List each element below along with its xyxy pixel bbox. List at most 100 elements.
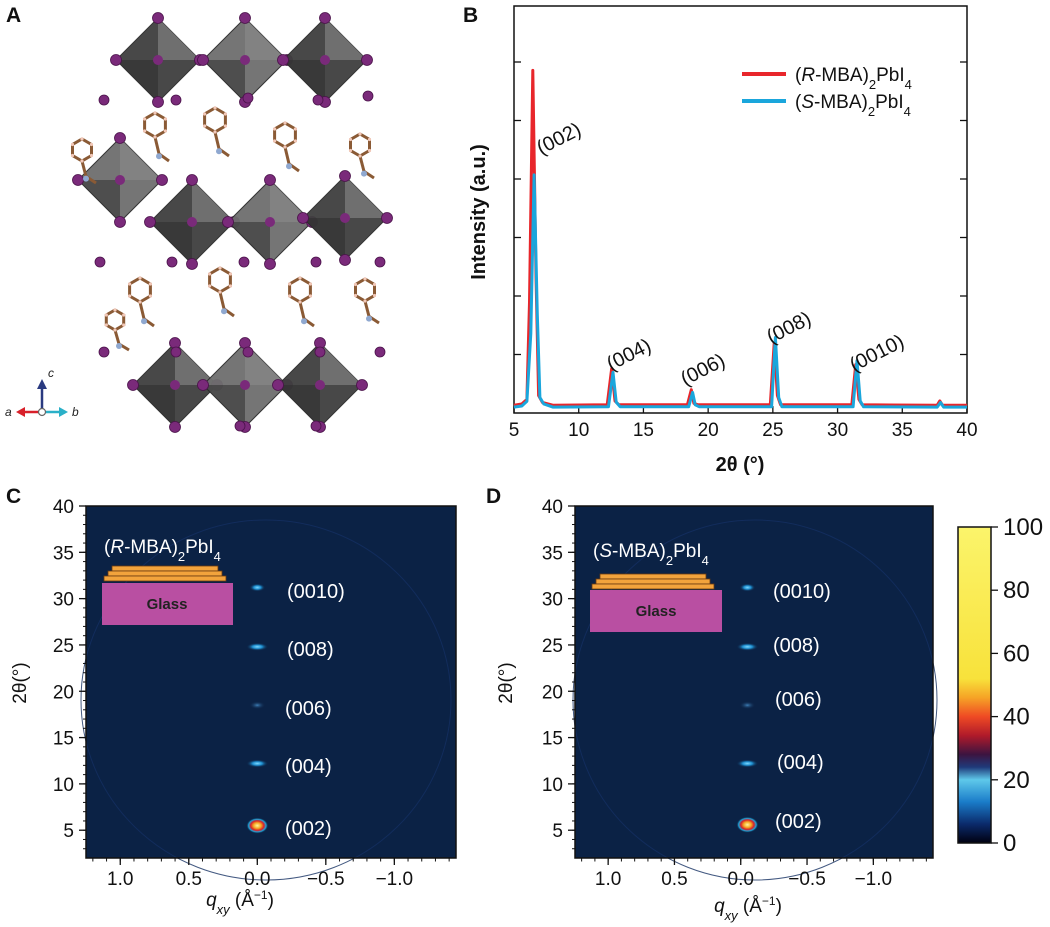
hydrogen-atom <box>298 276 302 280</box>
octahedron-facet <box>175 343 217 385</box>
map-ytick-label: 30 <box>542 590 563 611</box>
xrd-xtick-label: 40 <box>956 420 977 441</box>
iodine-atom <box>166 256 178 268</box>
octahedron-facet <box>133 385 175 427</box>
diffraction-spot <box>249 583 266 592</box>
hydrogen-atom <box>363 299 367 303</box>
hydrogen-atom <box>70 153 75 158</box>
glass-substrate-s <box>590 590 722 632</box>
hydrogen-atom <box>89 142 94 147</box>
iodine-atom <box>297 212 309 224</box>
iodine-atom <box>98 346 110 358</box>
octahedron-facet <box>278 385 320 427</box>
nitrogen-atom <box>361 170 367 177</box>
hydrogen-atom <box>353 293 358 298</box>
nitrogen-atom <box>156 153 162 160</box>
map-xtick-label: −1.0 <box>855 869 893 890</box>
hydrogen-atom <box>213 106 217 110</box>
panel-c-label: C <box>6 485 21 508</box>
iodine-atom <box>170 380 180 390</box>
hydrogen-atom <box>363 277 367 281</box>
carbon-bond <box>113 329 121 345</box>
map-ytick-label: 25 <box>542 636 563 657</box>
gi-r-ylabel: 2θ(°) <box>10 662 31 703</box>
iodine-atom <box>153 55 163 65</box>
iodine-atom <box>374 256 386 268</box>
iodine-atom <box>115 175 125 185</box>
gi-r-peak-008: (008) <box>287 639 334 661</box>
hydrogen-atom <box>358 132 362 136</box>
map-ytick-label: 15 <box>53 729 74 750</box>
hydrogen-atom <box>293 139 297 143</box>
xrd-frame <box>513 5 968 414</box>
iodine-atom <box>381 212 393 224</box>
xrd-xtick-label: 30 <box>827 420 848 441</box>
xrd-xtick-label: 10 <box>568 420 589 441</box>
gi-r-peak-002: (002) <box>285 818 332 840</box>
iodine-atom <box>197 54 209 66</box>
nitrogen-atom <box>286 163 292 170</box>
iodine-atom <box>361 54 373 66</box>
octahedron-facet <box>320 343 362 385</box>
gi-s-peak-004: (004) <box>777 752 824 774</box>
gi-r-peak-006: (006) <box>285 698 332 720</box>
colorbar-tick-label: 0 <box>1003 830 1016 857</box>
iodine-atom <box>265 217 275 227</box>
gi-s-peak-008: (008) <box>773 635 820 657</box>
hydrogen-atom <box>228 284 232 288</box>
glass-label-s: Glass <box>636 603 677 620</box>
xrd-peak-002: (002) <box>533 119 585 160</box>
iodine-atom <box>110 54 122 66</box>
hydrogen-atom <box>208 284 212 288</box>
hydrogen-atom <box>372 282 377 287</box>
octahedron-facet <box>303 218 345 260</box>
xrd-xtick-label: 25 <box>762 420 783 441</box>
octahedron-facet <box>245 18 287 60</box>
diffraction-spot <box>249 701 266 710</box>
hydrogen-atom <box>89 153 94 158</box>
hydrogen-atom <box>148 282 152 286</box>
hydrogen-atom <box>348 148 353 153</box>
iodine-atom <box>144 216 156 228</box>
hydrogen-atom <box>203 124 207 128</box>
iodine-atom <box>356 379 368 391</box>
layer-mid-s <box>595 578 711 585</box>
benzene-ring <box>288 276 312 304</box>
iodine-atom <box>186 258 198 270</box>
benzene-ring <box>349 132 371 158</box>
colorbar-ticks: 100 80 60 40 20 0 <box>991 514 1043 857</box>
iodine-atom <box>72 174 84 186</box>
hydrogen-atom <box>153 135 157 139</box>
nitrogen-atom <box>116 343 122 349</box>
hydrogen-atom <box>70 142 75 147</box>
benzene-ring <box>208 266 232 294</box>
iodine-atom <box>94 256 106 268</box>
hydrogen-atom <box>223 124 227 128</box>
layer-mid-r <box>107 570 223 577</box>
map-xtick-label: −0.5 <box>788 869 826 890</box>
map-xtick-label: 1.0 <box>595 869 621 890</box>
heatmap-r-spots <box>246 583 269 834</box>
benzene-ring <box>71 137 93 163</box>
colorbar-tick-label: 80 <box>1003 577 1030 604</box>
carbon-bond <box>358 155 366 172</box>
iodine-atom <box>170 346 182 358</box>
hydrogen-atom <box>288 282 292 286</box>
octahedron-facet <box>325 18 367 60</box>
hydrogen-atom <box>163 129 167 133</box>
iodine-atom <box>186 174 198 186</box>
iodine-atom <box>234 420 246 432</box>
hydrogen-atom <box>113 308 117 312</box>
octahedron-facet <box>192 180 234 222</box>
carbon-bond <box>363 300 371 317</box>
iodine-atom <box>222 216 234 228</box>
carbon-bond <box>138 301 146 320</box>
c-axis-label: c <box>48 366 54 380</box>
hydrogen-atom <box>367 137 372 142</box>
xrd-series-r <box>513 68 967 407</box>
map-ytick-label: 15 <box>542 729 563 750</box>
hydrogen-atom <box>138 276 142 280</box>
map-ytick-label: 35 <box>53 543 74 564</box>
nitrogen-atom <box>221 308 227 315</box>
legend-r: (R-MBA)2PbI4 <box>795 65 912 92</box>
